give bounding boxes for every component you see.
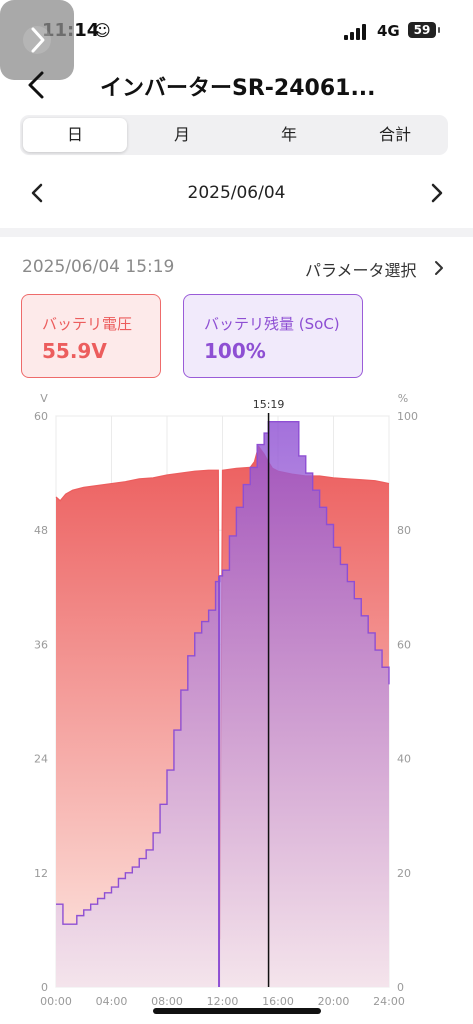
right-axis-tick-label: 100: [397, 410, 418, 423]
tab-total[interactable]: 合計: [378, 125, 411, 144]
right-axis-tick-label: 20: [397, 867, 411, 880]
right-axis-tick-label: 40: [397, 753, 411, 766]
left-axis-unit: V: [40, 392, 48, 405]
previous-date-button[interactable]: [28, 181, 48, 205]
card-label: バッテリ残量 (SoC): [204, 315, 340, 333]
battery-voltage-card[interactable]: バッテリ電圧 55.9V: [21, 294, 161, 378]
x-axis-tick-label: 00:00: [40, 995, 72, 1008]
battery-soc-card[interactable]: バッテリ残量 (SoC) 100%: [183, 294, 363, 378]
x-axis-tick-label: 08:00: [151, 995, 183, 1008]
battery-icon: 59: [408, 22, 440, 38]
left-axis-tick-label: 48: [34, 524, 48, 537]
right-axis-unit: %: [398, 392, 408, 405]
parameter-select-button[interactable]: パラメータ選択: [305, 261, 417, 280]
chevron-right-icon[interactable]: [432, 259, 446, 277]
left-axis-tick-label: 24: [34, 753, 48, 766]
smiley-icon: ☺: [94, 21, 111, 40]
page-title: インバーターSR-24061...: [100, 76, 376, 101]
chevron-right-icon: [431, 183, 443, 203]
x-axis-tick-label: 12:00: [207, 995, 239, 1008]
card-label: バッテリ電圧: [42, 315, 133, 333]
tab-day[interactable]: 日: [23, 118, 127, 152]
back-button[interactable]: [24, 70, 52, 100]
left-axis-tick-label: 12: [34, 867, 48, 880]
chart-svg: 15:19 V % 0 12 24 36 48 60 0 20 40 60 80 100 00:00 04:00…: [34, 392, 418, 1008]
signal-icon: [344, 24, 370, 40]
right-axis-tick-label: 60: [397, 638, 411, 651]
x-axis-tick-label: 24:00: [373, 995, 405, 1008]
left-axis-tick-label: 60: [34, 410, 48, 423]
x-axis-tick-label: 16:00: [262, 995, 294, 1008]
right-axis-tick-label: 0: [397, 981, 404, 994]
x-axis-tick-label: 20:00: [318, 995, 350, 1008]
chevron-left-icon: [28, 71, 44, 99]
right-axis-tick-label: 80: [397, 524, 411, 537]
tab-year[interactable]: 年: [280, 125, 297, 144]
left-axis-tick-label: 0: [41, 981, 48, 994]
current-date: 2025/06/04: [187, 183, 286, 203]
voltage-soc-chart[interactable]: 15:19 V% 0 12 24 36 48 60 0 20 40 60 80 100 00:00 04:00…: [0, 388, 473, 1013]
battery-voltage-line: [55, 445, 390, 940]
chevron-left-icon: [31, 183, 43, 203]
chevron-right-icon: [23, 26, 51, 54]
section-divider: [0, 228, 473, 237]
next-date-button[interactable]: [426, 181, 446, 205]
assistive-touch-button[interactable]: [0, 0, 74, 80]
selected-timestamp: 2025/06/04 15:19: [22, 257, 175, 277]
left-axis-tick-label: 36: [34, 638, 48, 651]
card-value: 55.9V: [42, 339, 107, 363]
tab-month[interactable]: 月: [173, 125, 190, 144]
home-indicator: [153, 1008, 321, 1014]
cursor-label: 15:19: [253, 398, 285, 411]
network-type: 4G: [377, 22, 400, 40]
card-value: 100%: [204, 339, 266, 363]
period-tabs: 日 月 年 合計: [20, 115, 448, 155]
x-axis-tick-label: 04:00: [96, 995, 128, 1008]
battery-soc-area: [56, 421, 389, 988]
